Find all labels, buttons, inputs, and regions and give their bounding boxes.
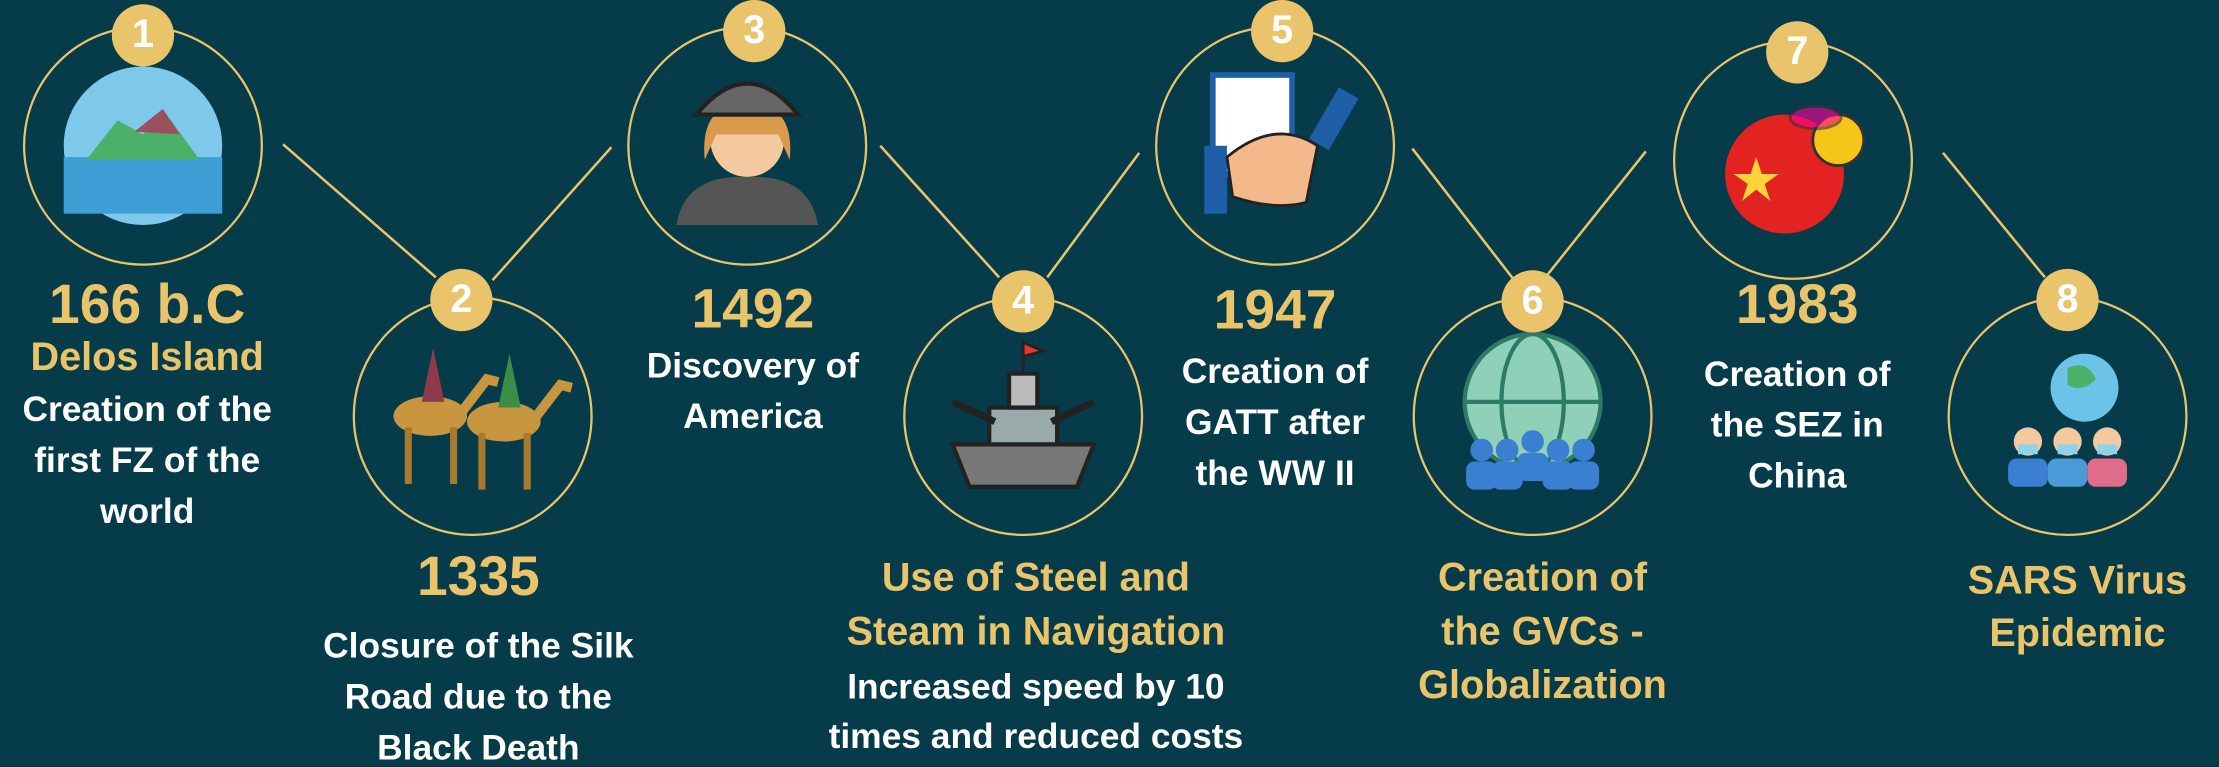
page: 1 166 b.CDelos Island Creation of the first… — [0, 0, 2219, 767]
event-title: Delos Island — [31, 335, 264, 379]
person-head — [1547, 439, 1570, 462]
person-head — [1572, 439, 1595, 462]
person-body — [2008, 459, 2048, 487]
camel-leg — [524, 433, 531, 490]
event-description: Black Death — [377, 728, 579, 767]
event-description: America — [683, 397, 823, 436]
event-year: 166 b.C — [49, 273, 245, 335]
event-number: 2 — [450, 277, 472, 321]
event-title: the GVCs - — [1441, 609, 1643, 653]
event-year: 1492 — [691, 277, 814, 339]
event-icon — [64, 67, 222, 225]
event-description: the WW II — [1196, 454, 1355, 493]
event-year: 1983 — [1736, 273, 1859, 335]
event-icon — [1465, 334, 1601, 490]
event-number: 5 — [1271, 8, 1293, 52]
event-description: China — [1748, 457, 1847, 496]
event-title: SARS Virus — [1968, 559, 2187, 603]
mask — [2018, 444, 2038, 454]
timeline: 1 166 b.CDelos Island Creation of the first… — [0, 0, 2219, 767]
event-title: Epidemic — [1989, 611, 2165, 655]
mask — [2097, 444, 2117, 454]
event-description: first FZ of the — [34, 441, 260, 480]
event-description: Creation of — [1704, 355, 1891, 394]
event-year: 1947 — [1214, 279, 1337, 341]
event-description: GATT after — [1185, 403, 1365, 442]
event-number: 4 — [1012, 278, 1034, 322]
event-description: Creation of the — [22, 390, 271, 429]
hull — [952, 444, 1094, 486]
event-description: Creation of — [1182, 352, 1369, 391]
event-number: 3 — [743, 8, 765, 52]
event-number: 7 — [1786, 29, 1808, 73]
event-number: 1 — [132, 12, 154, 56]
tower — [1009, 374, 1037, 408]
person-body — [2087, 459, 2127, 487]
event-description: times and reduced costs — [829, 717, 1244, 756]
event-number: 6 — [1522, 278, 1544, 322]
event-description: Increased speed by 10 — [847, 668, 1224, 707]
camel-leg — [478, 433, 485, 490]
event-year: 1335 — [417, 545, 540, 607]
coins — [1790, 106, 1841, 129]
event-title: Steam in Navigation — [847, 609, 1226, 653]
sleeve — [1204, 146, 1227, 214]
person-head — [1521, 430, 1544, 453]
person-body — [2048, 459, 2088, 487]
event-title: Use of Steel and — [882, 556, 1190, 600]
event-description: the SEZ in — [1711, 406, 1884, 445]
event-description: Discovery of — [647, 346, 859, 385]
person-head — [1470, 439, 1493, 462]
earth — [2051, 354, 2119, 422]
camel-leg — [450, 427, 457, 484]
water — [64, 157, 222, 214]
event-description: Closure of the Silk — [323, 626, 634, 665]
person-head — [1496, 439, 1519, 462]
event-title: Creation of — [1438, 556, 1648, 600]
event-description: world — [99, 492, 194, 531]
deck — [989, 408, 1057, 445]
event-number: 8 — [2057, 277, 2079, 321]
camel-leg — [405, 427, 412, 484]
event-title: Globalization — [1418, 663, 1667, 707]
person-body — [1568, 461, 1599, 489]
event-description: Road due to the — [345, 677, 612, 716]
mask — [2058, 444, 2078, 454]
